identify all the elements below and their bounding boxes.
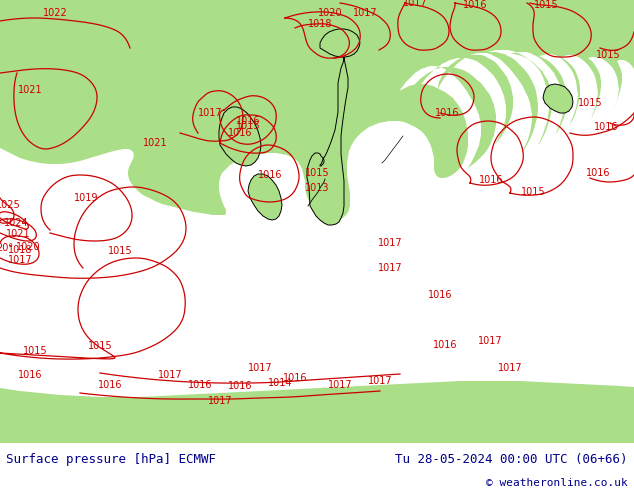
Text: 1024: 1024 — [4, 218, 29, 228]
Text: 1018: 1018 — [8, 245, 32, 255]
Text: 1014: 1014 — [268, 378, 292, 388]
Text: 1016: 1016 — [586, 168, 611, 178]
Text: 1018: 1018 — [307, 19, 332, 29]
Text: 1015: 1015 — [23, 346, 48, 356]
Text: 1015: 1015 — [87, 341, 112, 351]
Text: 1016: 1016 — [479, 175, 503, 185]
Text: 1017: 1017 — [477, 336, 502, 346]
Text: 1020: 1020 — [16, 242, 41, 252]
Text: 1017: 1017 — [378, 263, 403, 273]
Text: 1016: 1016 — [188, 380, 212, 390]
Polygon shape — [0, 381, 634, 443]
Text: 1015: 1015 — [521, 187, 545, 197]
Text: 1020: 1020 — [318, 8, 342, 18]
Text: 1015: 1015 — [305, 168, 329, 178]
Text: 1017: 1017 — [353, 8, 377, 18]
Text: 1016: 1016 — [433, 340, 457, 350]
Text: 1016: 1016 — [258, 170, 282, 180]
Text: 1021: 1021 — [18, 85, 42, 95]
Text: © weatheronline.co.uk: © weatheronline.co.uk — [486, 478, 628, 488]
Text: 1016: 1016 — [283, 373, 307, 383]
Polygon shape — [307, 44, 348, 225]
Polygon shape — [248, 174, 282, 220]
Text: 1022: 1022 — [42, 8, 67, 18]
Text: 1017: 1017 — [208, 396, 232, 406]
Text: 1015: 1015 — [596, 50, 620, 60]
Text: 1021: 1021 — [143, 138, 167, 148]
Polygon shape — [543, 84, 573, 113]
Text: 1016: 1016 — [18, 370, 42, 380]
Text: 1021: 1021 — [6, 229, 30, 239]
Text: 20°: 20° — [0, 243, 13, 253]
Text: 1015: 1015 — [534, 0, 559, 10]
Text: 1016: 1016 — [594, 122, 618, 132]
Text: 1016: 1016 — [435, 108, 459, 118]
Polygon shape — [219, 107, 261, 166]
Text: 1017: 1017 — [248, 363, 273, 373]
Text: 1016: 1016 — [428, 290, 452, 300]
Text: Surface pressure [hPa] ECMWF: Surface pressure [hPa] ECMWF — [6, 453, 216, 466]
Polygon shape — [0, 0, 634, 220]
Text: 1015: 1015 — [236, 121, 261, 131]
Polygon shape — [320, 29, 360, 57]
Text: 1015: 1015 — [108, 246, 133, 256]
Text: 1017: 1017 — [198, 108, 223, 118]
Text: 1016: 1016 — [228, 128, 252, 138]
Text: 1016: 1016 — [463, 0, 488, 10]
Text: 1017: 1017 — [498, 363, 522, 373]
Text: 1017: 1017 — [158, 370, 183, 380]
Text: 1017: 1017 — [368, 376, 392, 386]
Text: 1025: 1025 — [0, 200, 20, 210]
Text: 1013: 1013 — [305, 183, 329, 193]
Text: 1017: 1017 — [403, 0, 427, 8]
Text: 1015: 1015 — [578, 98, 602, 108]
Text: 1016: 1016 — [98, 380, 122, 390]
Text: 1016: 1016 — [228, 381, 252, 391]
Text: Tu 28-05-2024 00:00 UTC (06+66): Tu 28-05-2024 00:00 UTC (06+66) — [395, 453, 628, 466]
Text: 1017: 1017 — [378, 238, 403, 248]
Text: 1017: 1017 — [8, 255, 32, 265]
Text: 1019: 1019 — [74, 193, 98, 203]
Text: 1016: 1016 — [236, 116, 260, 126]
Text: 1017: 1017 — [328, 380, 353, 390]
